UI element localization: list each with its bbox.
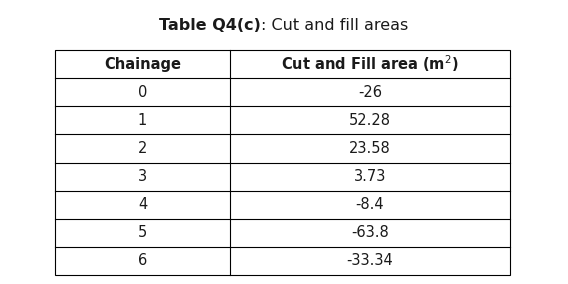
Text: 5: 5: [138, 225, 147, 240]
Text: -63.8: -63.8: [351, 225, 389, 240]
Text: 52.28: 52.28: [349, 113, 391, 128]
Text: 6: 6: [138, 253, 147, 268]
Text: Table Q4(c): Table Q4(c): [160, 18, 261, 33]
Text: 2: 2: [138, 141, 147, 156]
Bar: [55, 50, 510, 275]
Text: -33.34: -33.34: [346, 253, 394, 268]
Text: Cut and Fill area (m$^2$): Cut and Fill area (m$^2$): [281, 54, 459, 74]
Text: 4: 4: [138, 197, 147, 212]
Text: 1: 1: [138, 113, 147, 128]
Text: -26: -26: [358, 85, 382, 100]
Text: -8.4: -8.4: [356, 197, 385, 212]
Text: : Cut and fill areas: : Cut and fill areas: [261, 18, 408, 33]
Text: 0: 0: [138, 85, 147, 100]
Text: 3: 3: [138, 169, 147, 184]
Text: 3.73: 3.73: [354, 169, 386, 184]
Text: 23.58: 23.58: [349, 141, 391, 156]
Text: Chainage: Chainage: [104, 57, 181, 72]
